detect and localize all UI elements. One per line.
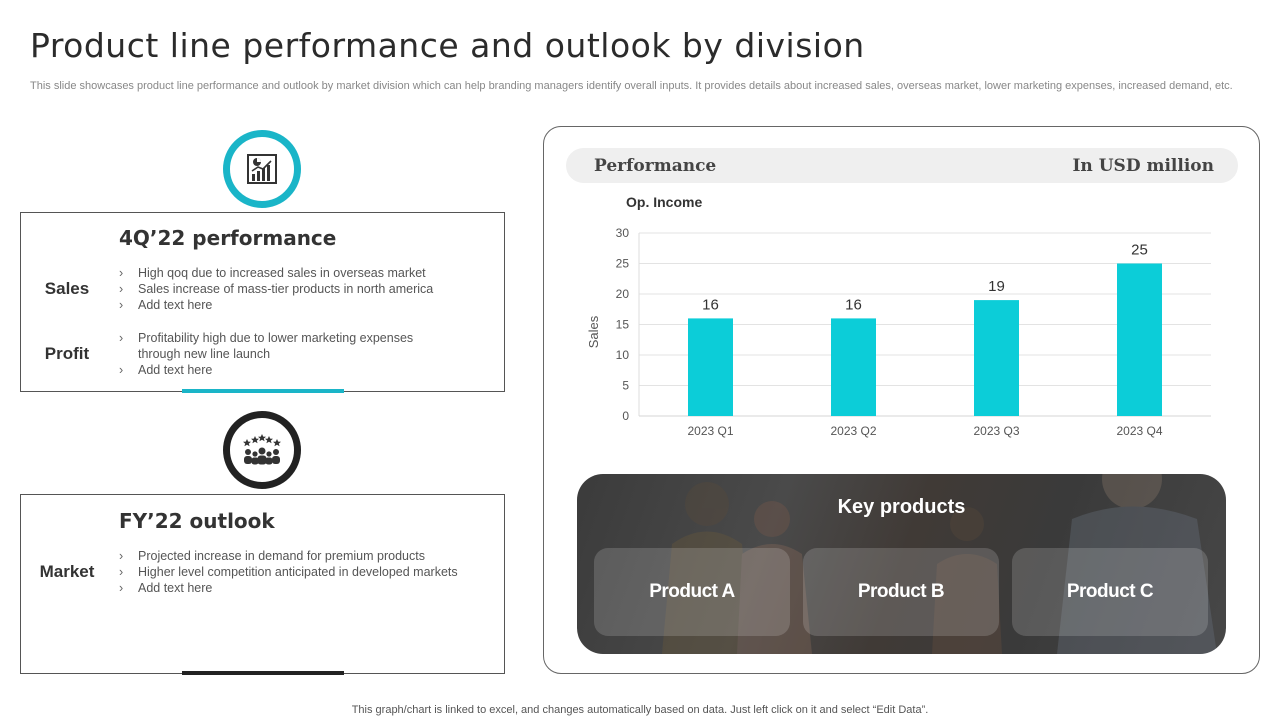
- profit-bullet: Profitability high due to lower marketin…: [119, 330, 449, 362]
- y-tick-label: 15: [616, 318, 630, 332]
- market-bullets: Projected increase in demand for premium…: [119, 548, 458, 596]
- performance-card-title: 4Q’22 performance: [119, 226, 337, 250]
- product-a-card[interactable]: Product A: [594, 548, 790, 636]
- market-bullet: Add text here: [119, 580, 458, 596]
- chart-report-icon: [223, 130, 301, 208]
- chart-title: Op. Income: [626, 194, 702, 210]
- outlook-card: FY’22 outlook Market Projected increase …: [20, 494, 505, 675]
- x-tick-label: 2023 Q4: [1116, 424, 1162, 438]
- sales-bullets: High qoq due to increased sales in overs…: [119, 265, 433, 313]
- performance-card: 4Q’22 performance Sales High qoq due to …: [20, 212, 505, 393]
- key-products-box: Key products Product A Product B Product…: [577, 474, 1226, 654]
- bar[interactable]: [688, 318, 733, 416]
- bar[interactable]: [831, 318, 876, 416]
- y-tick-label: 30: [616, 226, 630, 240]
- market-bullet: Projected increase in demand for premium…: [119, 548, 458, 564]
- profit-bullets: Profitability high due to lower marketin…: [119, 330, 449, 378]
- outlook-card-title: FY’22 outlook: [119, 509, 275, 533]
- market-label: Market: [39, 562, 95, 581]
- performance-card-accent: [182, 389, 344, 393]
- sales-bullet: Sales increase of mass-tier products in …: [119, 281, 433, 297]
- performance-header-unit: In USD million: [1072, 156, 1214, 176]
- bar-data-label: 19: [988, 278, 1005, 295]
- y-tick-label: 20: [616, 287, 630, 301]
- chart-report-icon-graphic: [247, 154, 277, 184]
- bar-data-label: 25: [1131, 242, 1148, 259]
- key-products-title: Key products: [837, 496, 966, 518]
- y-tick-label: 10: [616, 348, 630, 362]
- product-c-card[interactable]: Product C: [1012, 548, 1208, 636]
- outlook-card-accent: [182, 671, 344, 675]
- y-tick-label: 5: [622, 379, 629, 393]
- page-title: Product line performance and outlook by …: [30, 26, 865, 65]
- profit-bullet: Add text here: [119, 362, 449, 378]
- bar-data-label: 16: [702, 296, 719, 313]
- rating-audience-icon: [223, 411, 301, 489]
- op-income-chart[interactable]: Op. Income Sales 0 5 10 15 20 25 30 16 2023 Q1 16…: [544, 187, 1261, 452]
- performance-header-title: Performance: [594, 156, 717, 176]
- bar[interactable]: [1117, 263, 1162, 417]
- page-subtitle: This slide showcases product line perfor…: [30, 80, 1233, 92]
- chart-y-axis-label: Sales: [586, 315, 601, 348]
- sales-bullet: Add text here: [119, 297, 433, 313]
- product-b-card[interactable]: Product B: [803, 548, 999, 636]
- performance-header: Performance In USD million: [566, 148, 1238, 183]
- y-tick-label: 0: [622, 409, 629, 423]
- sales-bullet: High qoq due to increased sales in overs…: [119, 265, 433, 281]
- bar-data-label: 16: [845, 296, 862, 313]
- profit-label: Profit: [44, 344, 90, 363]
- rating-audience-icon-graphic: [243, 434, 281, 465]
- market-bullet: Higher level competition anticipated in …: [119, 564, 458, 580]
- x-tick-label: 2023 Q2: [830, 424, 876, 438]
- y-tick-label: 25: [616, 257, 630, 271]
- x-tick-label: 2023 Q1: [687, 424, 733, 438]
- footer-note: This graph/chart is linked to excel, and…: [351, 704, 929, 716]
- bar[interactable]: [974, 300, 1019, 416]
- performance-panel: Performance In USD million Op. Income Sa…: [543, 126, 1260, 674]
- x-tick-label: 2023 Q3: [973, 424, 1019, 438]
- sales-label: Sales: [44, 279, 90, 298]
